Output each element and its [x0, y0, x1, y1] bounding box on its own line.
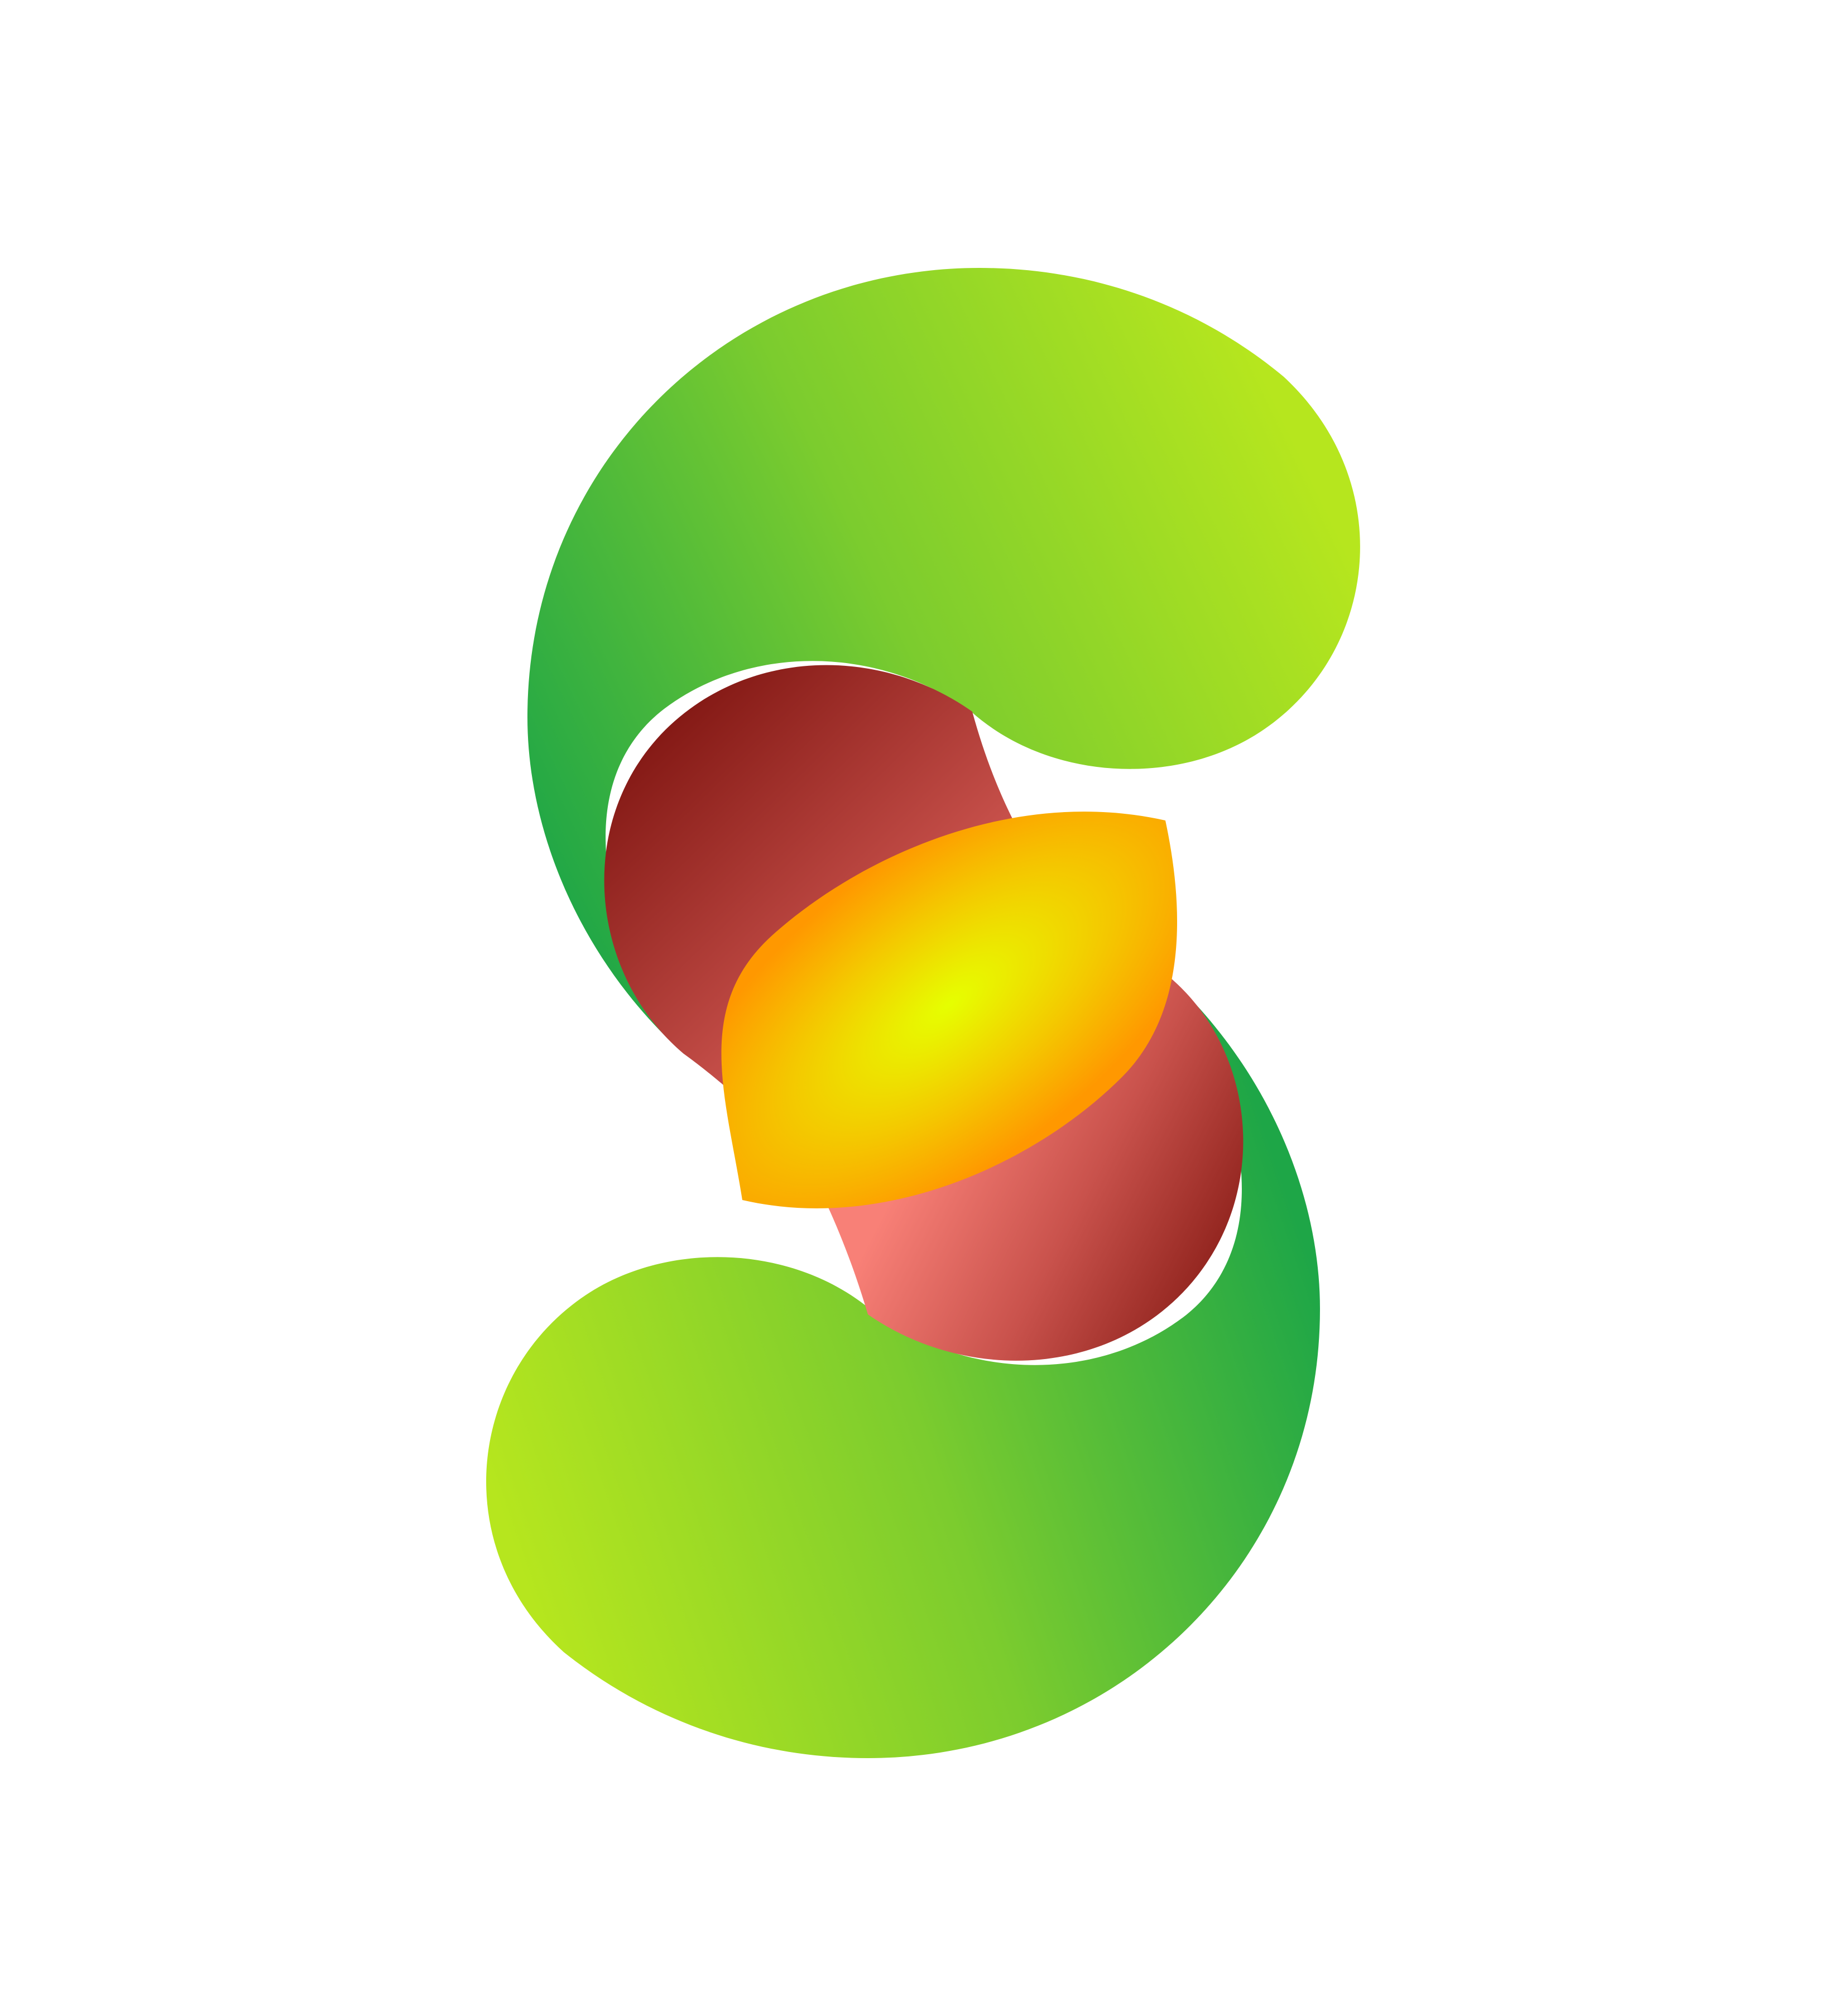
top-green-shape — [527, 268, 1360, 1054]
center-leaf-shape — [721, 812, 1178, 1208]
bottom-green-shape — [486, 972, 1320, 1758]
